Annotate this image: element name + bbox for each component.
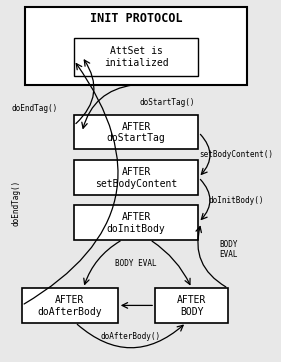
- Text: AFTER: AFTER: [55, 295, 85, 305]
- Text: INIT PROTOCOL: INIT PROTOCOL: [90, 12, 182, 25]
- FancyBboxPatch shape: [74, 115, 198, 150]
- Text: doInitBody(): doInitBody(): [209, 195, 264, 205]
- Text: setBodyContent(): setBodyContent(): [200, 150, 273, 159]
- Text: initialized: initialized: [104, 58, 169, 68]
- Text: doAfterBody: doAfterBody: [37, 307, 102, 317]
- FancyBboxPatch shape: [74, 205, 198, 240]
- Text: AttSet is: AttSet is: [110, 46, 163, 56]
- Text: doStartTag: doStartTag: [107, 134, 166, 143]
- Text: doInitBody: doInitBody: [107, 224, 166, 233]
- FancyBboxPatch shape: [25, 7, 247, 85]
- FancyBboxPatch shape: [22, 288, 118, 323]
- Text: doEndTag(): doEndTag(): [11, 180, 20, 226]
- Text: AFTER: AFTER: [121, 212, 151, 222]
- Text: AFTER: AFTER: [121, 122, 151, 132]
- Text: doEndTag(): doEndTag(): [12, 104, 58, 113]
- Text: AFTER: AFTER: [121, 167, 151, 177]
- Text: doStartTag(): doStartTag(): [140, 98, 195, 107]
- Text: AFTER: AFTER: [177, 295, 206, 305]
- FancyBboxPatch shape: [74, 160, 198, 194]
- Text: BODY
EVAL: BODY EVAL: [219, 240, 237, 259]
- Text: BODY: BODY: [180, 307, 203, 317]
- Text: setBodyContent: setBodyContent: [95, 178, 177, 189]
- FancyBboxPatch shape: [74, 38, 198, 76]
- Text: doAfterBody(): doAfterBody(): [101, 332, 161, 341]
- FancyBboxPatch shape: [155, 288, 228, 323]
- Text: BODY EVAL: BODY EVAL: [115, 259, 157, 268]
